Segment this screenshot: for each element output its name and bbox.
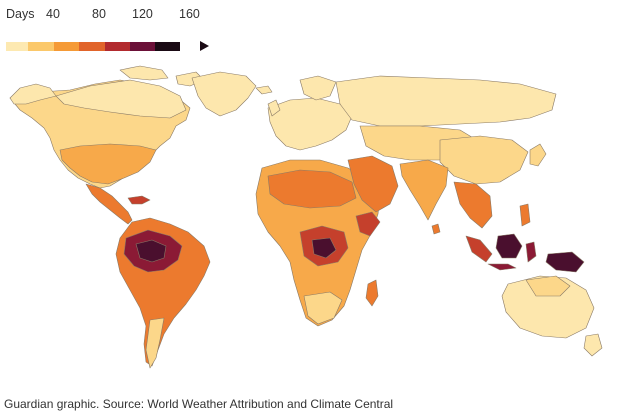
legend-tick-120: 120 <box>132 7 153 21</box>
sulawesi <box>525 241 537 263</box>
horn-of-africa <box>355 211 381 237</box>
mexico-central-america <box>85 183 133 225</box>
congo-deep <box>311 237 337 259</box>
amazon-deep <box>135 239 167 263</box>
legend-tick-160: 160 <box>179 7 200 21</box>
new-zealand <box>583 333 603 357</box>
legend-swatch-4 <box>105 42 130 51</box>
uk <box>267 99 281 117</box>
scandinavia <box>299 75 337 101</box>
usa <box>59 143 157 185</box>
source-credit: Guardian graphic. Source: World Weather … <box>4 397 394 411</box>
borneo <box>495 233 523 259</box>
sahara <box>267 169 357 209</box>
sumatra <box>465 235 493 263</box>
russia <box>335 75 557 127</box>
legend-arrow-icon <box>200 41 209 51</box>
legend-swatch-2 <box>54 42 79 51</box>
legend-swatch-5 <box>130 42 155 51</box>
iceland <box>255 85 273 95</box>
legend-swatch-0 <box>6 42 28 51</box>
patagonia <box>145 317 165 369</box>
madagascar <box>365 279 379 307</box>
legend-tick-40: 40 <box>46 7 60 21</box>
legend-color-bar <box>6 42 200 51</box>
india <box>399 159 449 221</box>
greenland <box>191 71 257 117</box>
southeast-asia <box>453 181 493 229</box>
legend-swatch-1 <box>28 42 54 51</box>
canada-north <box>55 79 187 119</box>
china <box>439 135 529 185</box>
legend-labels: Days 40 80 120 160 <box>6 6 211 32</box>
legend-swatch-3 <box>79 42 105 51</box>
sri-lanka <box>431 223 441 235</box>
legend-title: Days <box>6 7 35 21</box>
southern-africa <box>303 291 343 325</box>
philippines <box>519 203 531 227</box>
new-guinea <box>545 251 585 273</box>
middle-east <box>347 155 399 213</box>
australia-north <box>525 275 571 297</box>
legend-tick-80: 80 <box>92 7 106 21</box>
caribbean <box>127 195 151 205</box>
legend-swatch-6 <box>155 42 180 51</box>
europe <box>267 97 353 151</box>
japan <box>529 143 547 167</box>
map-land <box>9 65 603 369</box>
legend: Days 40 80 120 160 <box>6 6 211 56</box>
java <box>487 263 517 271</box>
world-map <box>9 65 603 369</box>
australia <box>501 275 595 339</box>
